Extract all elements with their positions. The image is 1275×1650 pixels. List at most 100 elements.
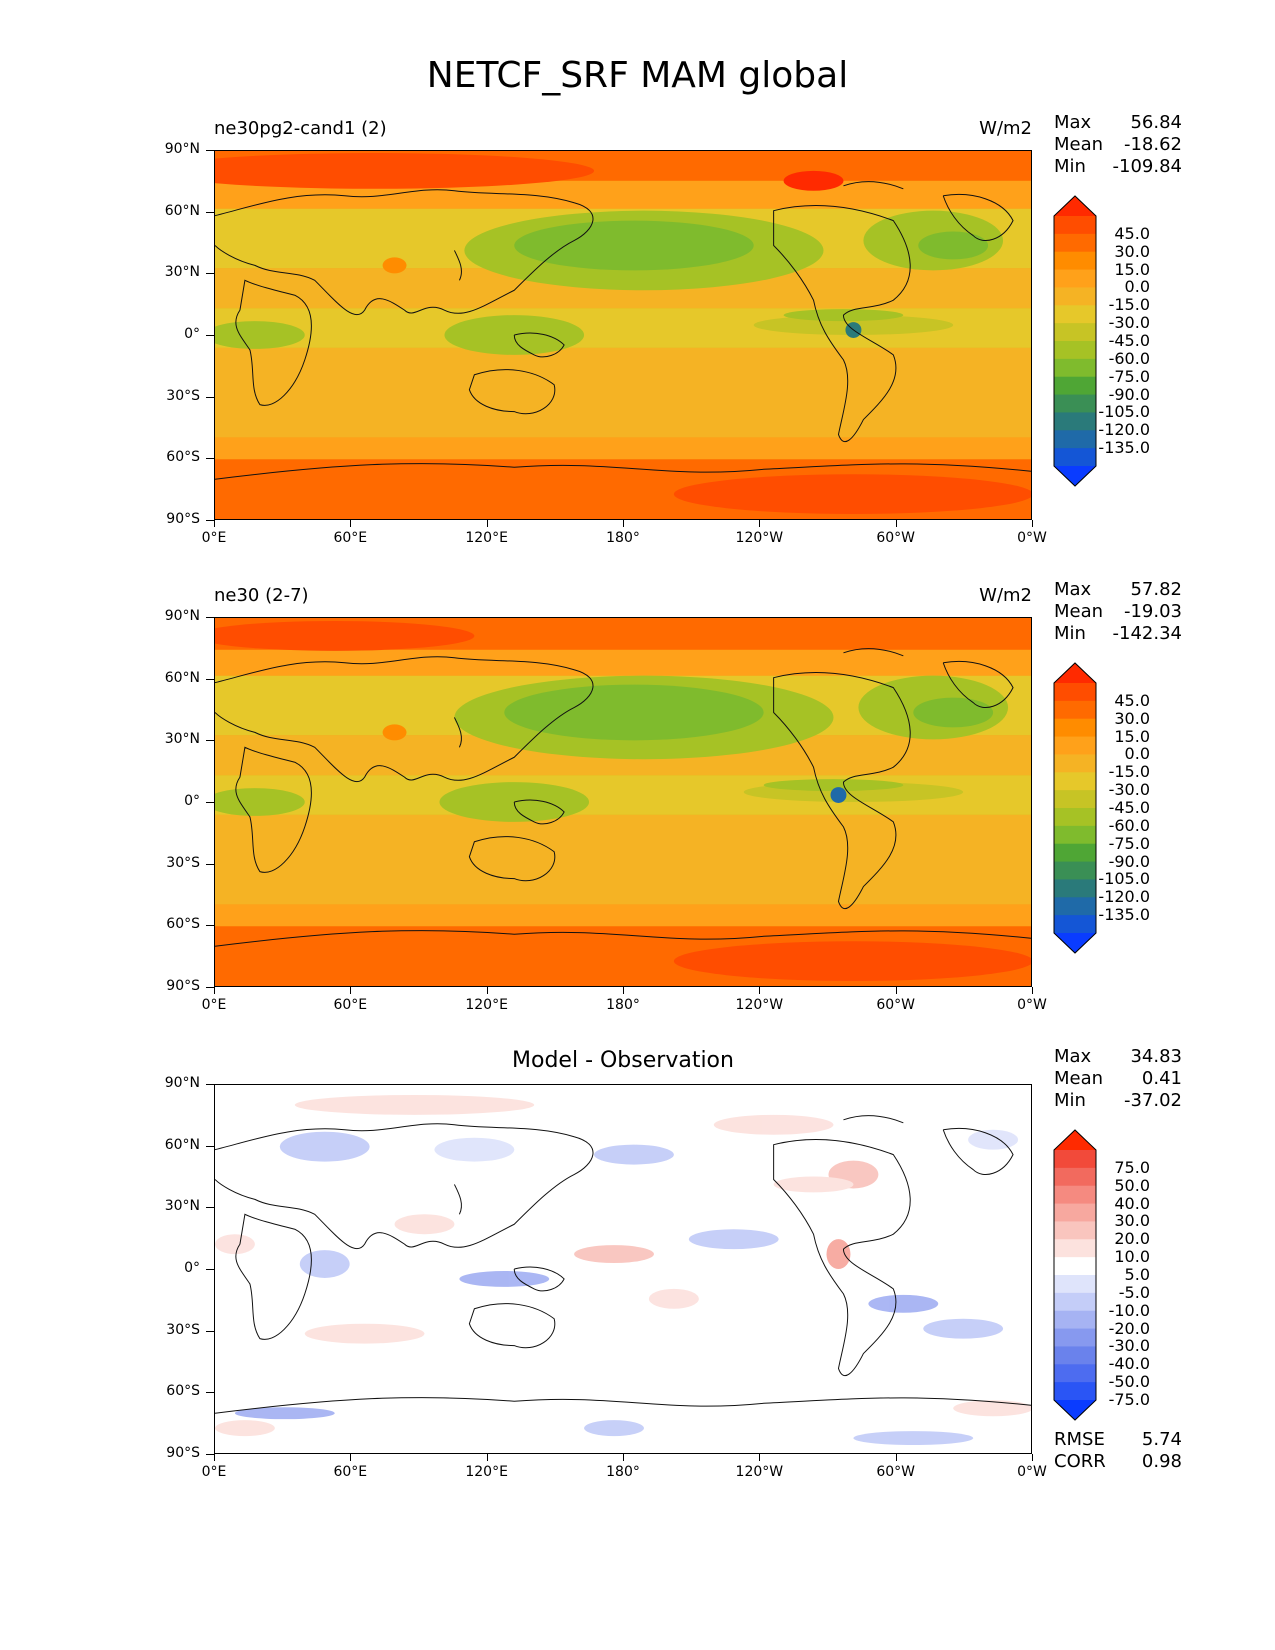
colorbar-segment — [1054, 251, 1096, 271]
colorbar-segment — [1054, 1310, 1096, 1330]
stat-label: Max — [1054, 1046, 1092, 1067]
colorbar-tick-label: -90.0 — [1108, 384, 1150, 404]
panel-2-map — [214, 617, 1032, 987]
panel-1-title-left: ne30pg2-cand1 (2) — [214, 118, 387, 139]
stat-value: 0.41 — [1141, 1068, 1182, 1089]
colorbar-segment — [1054, 430, 1096, 449]
lon-tick-mark — [623, 520, 624, 527]
colorbar-extend-min — [1054, 933, 1096, 953]
lon-tick-mark — [214, 1454, 215, 1461]
colorbar-tick-label: -105.0 — [1098, 869, 1150, 889]
lon-tick-label: 0°E — [201, 530, 227, 546]
panel-3-bottom-stats: RMSE 5.74 CORR 0.98 — [1054, 1429, 1182, 1473]
colorbar-segment — [1054, 1382, 1096, 1401]
colorbar-tick-label: -90.0 — [1108, 851, 1150, 871]
lon-tick-label: 120°W — [735, 997, 784, 1013]
lat-tick-mark — [206, 458, 214, 460]
colorbar-tick-label: 45.0 — [1114, 223, 1150, 243]
colorbar-outline — [1053, 662, 1097, 954]
panel-1-units: W/m2 — [979, 118, 1032, 139]
colorbar-tick-label: -20.0 — [1108, 1318, 1150, 1338]
colorbar-segment — [1054, 448, 1096, 467]
lon-tick-label: 180° — [606, 530, 640, 546]
lon-tick-label: 0°W — [1017, 530, 1047, 546]
lon-tick-mark — [759, 987, 761, 994]
colorbar-segment — [1054, 233, 1096, 253]
lon-tick-mark — [895, 520, 897, 527]
lat-tick-mark — [206, 520, 214, 521]
lat-tick-label: 90°S — [166, 978, 200, 994]
colorbar-segment — [1054, 879, 1096, 898]
panel-3-map — [214, 1084, 1032, 1454]
stat-label: RMSE — [1054, 1429, 1105, 1450]
colorbar-tick-label: -135.0 — [1098, 438, 1150, 458]
colorbar-segment — [1054, 1150, 1096, 1169]
stat-label: Mean — [1054, 1068, 1104, 1089]
colorbar-tick-label: -40.0 — [1108, 1354, 1150, 1374]
colorbar-tick-label: -60.0 — [1108, 815, 1150, 835]
colorbar-segment — [1054, 700, 1096, 720]
colorbar-svg — [1053, 1129, 1097, 1421]
lon-tick-label: 60°E — [333, 1464, 368, 1480]
colorbar-extend-max — [1054, 196, 1096, 216]
lat-tick-mark — [206, 802, 214, 803]
colorbar-tick-label: 5.0 — [1124, 1265, 1150, 1284]
colorbar-segment — [1054, 808, 1096, 827]
stat-label: Min — [1054, 156, 1086, 177]
lat-tick-mark — [206, 1330, 214, 1332]
lat-tick-mark — [206, 1269, 214, 1270]
stat-value: -19.03 — [1123, 601, 1182, 622]
colorbar-segment — [1054, 1221, 1096, 1240]
stat-label: CORR — [1054, 1451, 1106, 1472]
colorbar-tick-label: -60.0 — [1108, 348, 1150, 368]
stat-value: 34.83 — [1130, 1046, 1182, 1067]
colorbar-tick-label: -45.0 — [1108, 331, 1150, 350]
stat-label: Max — [1054, 579, 1092, 600]
lat-tick-mark — [206, 396, 214, 398]
colorbar-tick-label: -120.0 — [1098, 420, 1150, 440]
colorbar-tick-label: -30.0 — [1108, 780, 1150, 800]
stat-label: Min — [1054, 1090, 1086, 1111]
colorbar-tick-label: 0.0 — [1124, 277, 1150, 297]
lon-tick-mark — [623, 1454, 624, 1461]
colorbar-segment — [1054, 718, 1096, 738]
lon-tick-mark — [350, 520, 352, 527]
lat-tick-label: 90°N — [164, 1075, 200, 1091]
colorbar-segment — [1054, 1275, 1096, 1294]
lon-tick-mark — [1032, 520, 1033, 527]
lat-tick-mark — [206, 1454, 214, 1455]
colorbar-segment — [1054, 1185, 1096, 1205]
lon-tick-label: 180° — [606, 997, 640, 1013]
lon-tick-label: 120°E — [465, 1464, 508, 1480]
lat-tick-label: 90°S — [166, 1445, 200, 1461]
lat-tick-label: 30°S — [166, 854, 200, 871]
panel-3-title: Model - Observation — [512, 1048, 734, 1073]
colorbar-tick-label: -10.0 — [1108, 1300, 1150, 1320]
colorbar-segment — [1054, 358, 1096, 378]
colorbar-tick-label: -120.0 — [1098, 887, 1150, 907]
lon-tick-mark — [350, 1454, 352, 1461]
lat-tick-label: 30°N — [164, 1198, 200, 1215]
stat-value: -109.84 — [1112, 156, 1182, 177]
colorbar-segment — [1054, 1328, 1096, 1347]
lat-tick-label: 0° — [184, 793, 200, 809]
colorbar-segment — [1054, 736, 1096, 755]
stat-value: 56.84 — [1130, 112, 1182, 133]
colorbar-svg — [1053, 195, 1097, 487]
lon-tick-label: 120°E — [465, 530, 508, 546]
colorbar-tick-label: 50.0 — [1114, 1175, 1150, 1195]
colorbar-segment — [1054, 683, 1096, 702]
panel-2-title-left: ne30 (2-7) — [214, 585, 309, 606]
colorbar-segment — [1054, 341, 1096, 360]
colorbar-tick-label: -75.0 — [1108, 833, 1150, 853]
lat-tick-mark — [206, 1207, 214, 1209]
lat-tick-label: 60°N — [164, 202, 200, 219]
stat-label: Min — [1054, 623, 1086, 644]
stat-value: 0.98 — [1141, 1451, 1182, 1472]
lon-tick-mark — [1032, 1454, 1033, 1461]
colorbar-segment — [1054, 376, 1096, 396]
lon-tick-label: 60°W — [876, 1464, 915, 1480]
lon-tick-label: 0°W — [1017, 1464, 1047, 1480]
colorbar-segment — [1054, 1292, 1096, 1312]
panel-2-map-svg — [215, 618, 1031, 986]
